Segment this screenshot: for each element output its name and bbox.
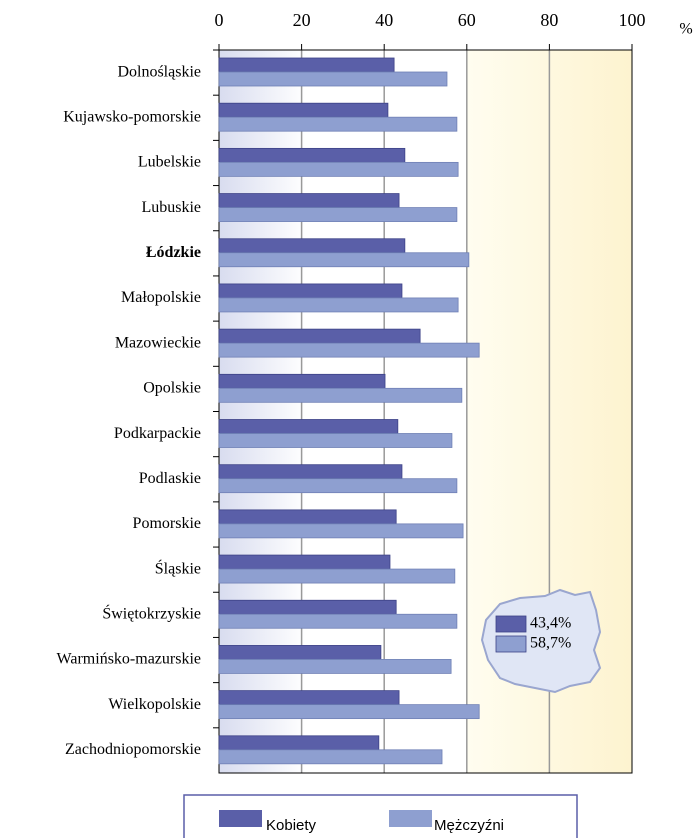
y-tick-label: Dolnośląskie <box>117 63 201 80</box>
bar <box>218 599 397 615</box>
x-tick-label: 0 <box>215 10 224 30</box>
bar <box>218 373 386 389</box>
bar <box>218 464 403 480</box>
bar <box>218 297 459 313</box>
map-swatch <box>495 615 527 633</box>
bars <box>218 57 480 765</box>
bar <box>218 193 400 208</box>
bar <box>218 342 480 358</box>
bar <box>218 419 399 434</box>
bar <box>218 478 458 494</box>
y-tick-label: Łódzkie <box>146 244 201 261</box>
y-tick-label: Zachodniopomorskie <box>65 741 201 758</box>
bar <box>218 283 403 299</box>
bar <box>218 690 400 706</box>
unit-label: % <box>679 21 692 38</box>
bar <box>218 523 464 539</box>
annotation: 43,4% <box>530 615 571 632</box>
y-tick-label: Małopolskie <box>121 289 201 306</box>
map-swatch <box>495 635 527 653</box>
y-tick-label: Mazowieckie <box>115 334 201 351</box>
y-tick-label: Lubelskie <box>138 154 201 171</box>
x-tick-label: 20 <box>293 10 311 30</box>
y-tick-label: Podlaskie <box>139 470 201 487</box>
y-tick-label: Pomorskie <box>133 515 201 532</box>
y-tick-label: Świętokrzyskie <box>102 604 201 623</box>
legend-swatch <box>219 810 262 827</box>
x-tick-label: 100 <box>619 10 646 30</box>
map-shape <box>480 588 602 694</box>
y-tick-label: Warmińsko-mazurskie <box>57 651 201 668</box>
bar <box>218 387 463 403</box>
y-tick-label: Wielkopolskie <box>108 696 201 713</box>
bar <box>218 238 406 254</box>
bar <box>218 57 395 73</box>
bar <box>218 71 448 87</box>
bar <box>218 433 453 448</box>
bar <box>218 735 380 751</box>
bar <box>218 659 452 674</box>
bar <box>218 554 391 570</box>
bar <box>218 328 421 344</box>
bar <box>218 568 456 584</box>
bar <box>218 116 458 132</box>
y-tick-label: Lubuskie <box>141 199 201 216</box>
bar <box>218 509 397 525</box>
bar <box>218 252 470 268</box>
x-tick-label: 40 <box>375 10 393 30</box>
bar <box>218 207 458 222</box>
legend-label: Kobiety <box>266 817 317 834</box>
legend: Kobiety Mężczyźni <box>183 794 578 838</box>
bar <box>218 147 406 163</box>
x-tick-label: 60 <box>458 10 476 30</box>
bar <box>218 645 382 660</box>
annotation: 58,7% <box>530 635 571 652</box>
bar <box>218 749 443 765</box>
bar <box>218 613 458 629</box>
y-tick-label: Opolskie <box>143 380 201 397</box>
bar <box>218 161 459 177</box>
x-tick-label: 80 <box>540 10 558 30</box>
legend-swatch <box>389 810 432 827</box>
y-tick-label: Śląskie <box>155 558 201 577</box>
y-tick-label: Kujawsko-pomorskie <box>63 108 201 125</box>
map-inset: 43,4% 58,7% <box>480 588 602 694</box>
legend-label: Mężczyźni <box>434 817 504 834</box>
bar <box>218 704 480 720</box>
y-tick-label: Podkarpackie <box>114 425 201 442</box>
bar <box>218 102 389 118</box>
